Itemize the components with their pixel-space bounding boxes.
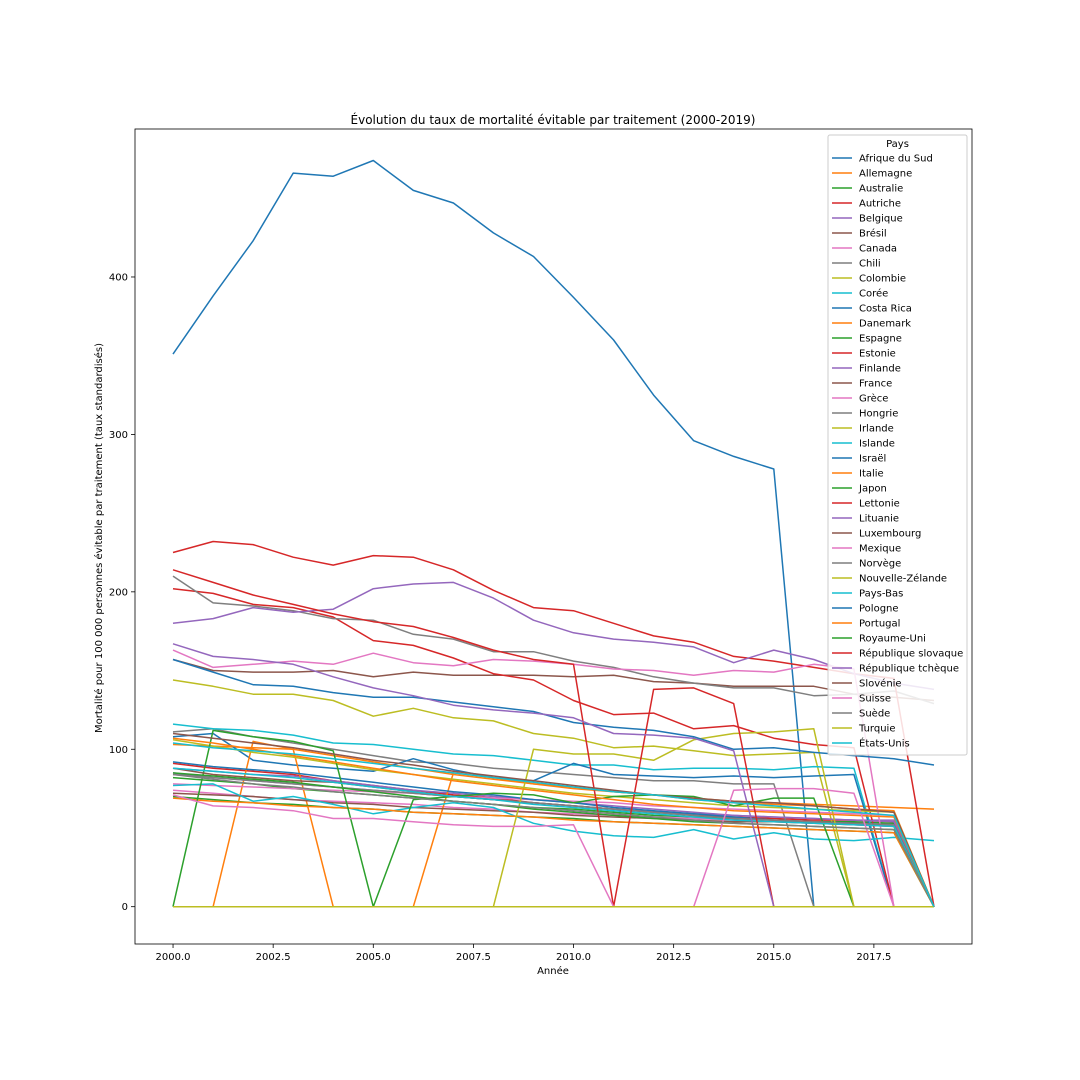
series-line-30 <box>172 658 935 766</box>
legend-label: Italie <box>859 469 884 480</box>
legend-label: Royaume-Uni <box>859 634 926 645</box>
series-line-33 <box>172 569 934 908</box>
legend-label: Norvège <box>859 558 901 570</box>
x-tick-label: 2015.0 <box>756 952 791 963</box>
series-line-24 <box>172 581 935 691</box>
legend-label: Australie <box>859 184 903 195</box>
x-tick-label: 2017.5 <box>856 952 891 963</box>
legend-label: Japon <box>858 484 887 495</box>
series-line-29 <box>172 767 935 908</box>
x-tick-label: 2005.0 <box>356 952 391 963</box>
series-line-37 <box>172 773 935 908</box>
y-tick-label: 0 <box>122 902 128 913</box>
legend-label: Turquie <box>858 724 895 735</box>
legend-label: Allemagne <box>859 169 912 180</box>
legend-label: Hongrie <box>859 409 898 420</box>
legend-label: Lituanie <box>859 514 899 525</box>
axes: 2000.0 2002.5 2005.0 2007.5 2010.0 2012.5 2015… <box>109 128 973 963</box>
legend-label: États-Unis <box>859 737 910 750</box>
series-line-19 <box>172 783 935 842</box>
y-tick-label: 200 <box>109 587 128 598</box>
x-axis-label: Année <box>537 965 569 977</box>
series-line-39 <box>172 742 935 908</box>
x-tick-label: 2000.0 <box>156 952 191 963</box>
series-line-1 <box>172 743 935 810</box>
x-tick-label: 2012.5 <box>656 952 691 963</box>
legend-label: Corée <box>859 288 888 300</box>
legend-label: Brésil <box>859 228 887 240</box>
plot-frame <box>134 128 973 945</box>
legend-label: Suisse <box>859 694 891 705</box>
y-tick-label: 300 <box>109 430 128 441</box>
legend-label: Portugal <box>859 619 900 630</box>
series-line-10 <box>172 732 934 908</box>
series-line-26 <box>172 649 934 908</box>
legend-title: Pays <box>886 139 909 150</box>
x-tick-label: 2002.5 <box>256 952 291 963</box>
y-tick-label: 400 <box>109 272 128 283</box>
legend-label: République slovaque <box>859 648 963 660</box>
legend-label: République tchèque <box>859 663 959 675</box>
series-line-0 <box>172 159 934 908</box>
series-line-22 <box>172 729 934 908</box>
legend-label: Estonie <box>859 349 896 360</box>
series-line-36 <box>172 787 934 908</box>
legend-label: Finlande <box>859 364 901 375</box>
legend-label: Israël <box>859 454 886 465</box>
series-line-35 <box>172 732 935 907</box>
series-line-7 <box>172 728 934 908</box>
legend-label: Lettonie <box>859 499 900 510</box>
x-tick-label: 2007.5 <box>456 952 491 963</box>
legend-label: Costa Rica <box>859 304 912 315</box>
legend-label: Afrique du Sud <box>859 154 933 165</box>
legend-label: Nouvelle-Zélande <box>859 573 947 585</box>
series-line-9 <box>172 723 934 908</box>
legend-label: Grèce <box>859 393 888 405</box>
legend: Pays Afrique du Sud Allemagne Australie Autr… <box>827 134 968 756</box>
series-line-13 <box>172 587 934 908</box>
y-tick-label: 100 <box>109 745 128 756</box>
legend-label: Canada <box>859 244 897 255</box>
legend-label: Colombie <box>859 274 906 285</box>
series-line-5 <box>172 658 935 702</box>
series-line-27 <box>172 773 935 908</box>
legend-label: Irlande <box>859 424 894 435</box>
series-line-21 <box>172 797 935 908</box>
legend-label: Slovénie <box>859 678 902 690</box>
legend-label: Pays-Bas <box>859 589 903 600</box>
legend-label: Pologne <box>859 604 899 615</box>
legend-label: Autriche <box>859 199 901 210</box>
chart-title: Évolution du taux de mortalité évitable … <box>351 112 756 127</box>
series-line-16 <box>172 783 935 908</box>
series-line-31 <box>172 737 935 908</box>
series-line-17 <box>172 575 935 705</box>
legend-label: France <box>859 379 892 390</box>
legend-label: Suède <box>859 708 890 720</box>
series-line-23 <box>172 540 935 907</box>
legend-label: Luxembourg <box>859 529 921 540</box>
legend-label: Espagne <box>859 334 902 345</box>
legend-label: Danemark <box>859 319 911 330</box>
legend-frame <box>827 134 968 756</box>
plot-area <box>172 159 935 908</box>
legend-label: Belgique <box>859 214 903 225</box>
y-axis-label: Mortalité pour 100 000 personnes évitabl… <box>93 343 105 733</box>
legend-label: Islande <box>859 439 895 450</box>
legend-label: Mexique <box>859 544 901 555</box>
series-line-8 <box>172 679 934 908</box>
legend-label: Chili <box>859 259 881 270</box>
x-tick-label: 2010.0 <box>556 952 591 963</box>
